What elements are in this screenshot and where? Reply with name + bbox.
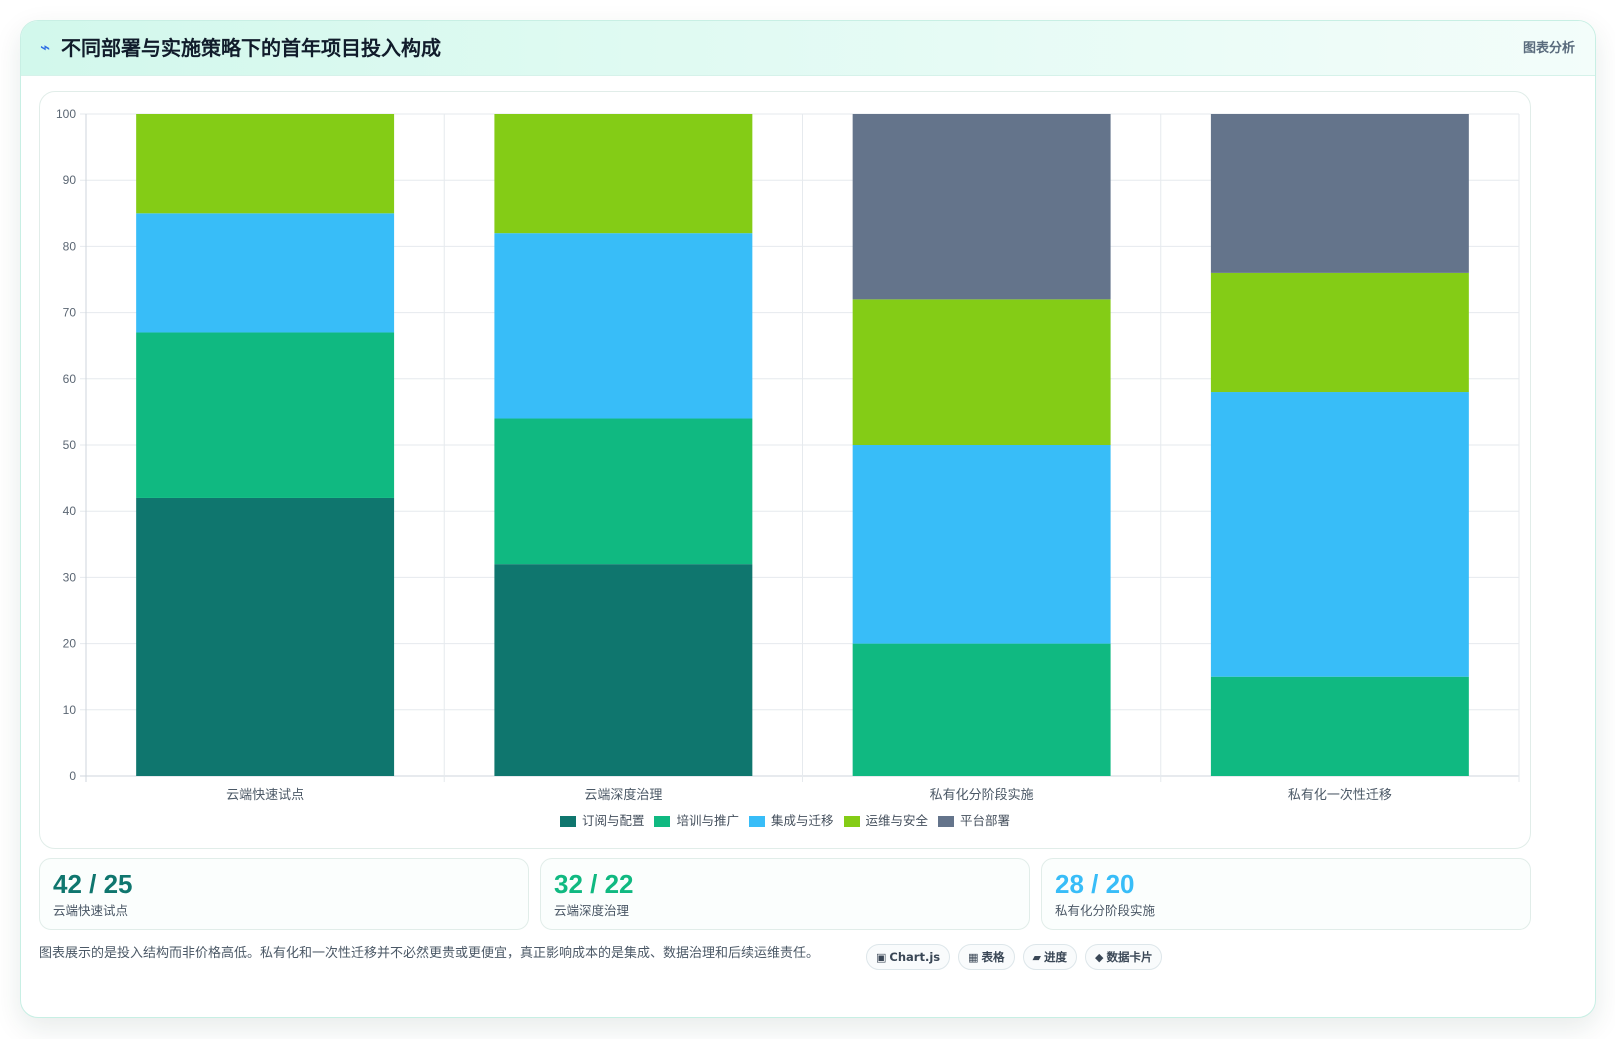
- pill-label: 进度: [1044, 950, 1067, 964]
- y-tick-label: 20: [63, 637, 77, 651]
- bar-segment: [136, 497, 395, 776]
- bar-segment: [852, 643, 1111, 776]
- y-tick-label: 10: [63, 703, 77, 717]
- legend-label: 集成与迁移: [770, 813, 834, 828]
- chart-spark-icon: ⌁: [40, 38, 51, 58]
- footer-note: 图表展示的是投入结构而非价格高低。私有化和一次性迁移并不必然更贵或更便宜，真正影…: [39, 946, 820, 961]
- progress-icon: ▰: [1032, 950, 1041, 964]
- y-tick-label: 80: [63, 239, 77, 253]
- stat-card-2: 32 / 22 云端深度治理: [540, 858, 1030, 930]
- stat-label: 云端快速试点: [53, 903, 129, 918]
- card-header: ⌁ 不同部署与实施策略下的首年项目投入构成 图表分析: [21, 21, 1595, 76]
- stat-label: 云端深度治理: [554, 903, 630, 918]
- stat-value: 42 / 25: [53, 869, 133, 899]
- chart-container: 0 10 20 30 40 50 60 70 80 90 100 云端快速试点 云端深度治理 私有化分阶段…: [39, 91, 1531, 849]
- legend-swatch: [843, 815, 860, 827]
- legend-item[interactable]: 培训与推广: [654, 812, 739, 830]
- chart-legend: 订阅与配置 培训与推广 集成与迁移 运维与安全 平台部署: [40, 812, 1530, 830]
- legend-swatch: [748, 815, 765, 827]
- legend-label: 培训与推广: [676, 813, 739, 828]
- bar-segment: [1210, 272, 1469, 393]
- y-tick-label: 50: [63, 438, 77, 452]
- stat-card-1: 42 / 25 云端快速试点: [39, 858, 529, 930]
- x-tick-label: 云端快速试点: [226, 788, 304, 803]
- bar-segment: [1210, 676, 1469, 776]
- bar-segment: [136, 114, 395, 214]
- legend-swatch: [559, 815, 576, 827]
- bar-segment: [852, 445, 1111, 644]
- legend-swatch: [654, 815, 671, 827]
- chart-analysis-tag[interactable]: 图表分析: [1522, 41, 1575, 56]
- pill-label: 表格: [981, 950, 1005, 964]
- bar-segment: [852, 299, 1111, 445]
- legend-item[interactable]: 集成与迁移: [748, 812, 834, 830]
- legend-item[interactable]: 运维与安全: [843, 812, 929, 830]
- y-tick-label: 90: [63, 173, 77, 187]
- legend-label: 平台部署: [960, 813, 1011, 828]
- legend-swatch: [938, 815, 955, 827]
- chart-card: ⌁ 不同部署与实施策略下的首年项目投入构成 图表分析 0 10 20 30 40 50 60…: [20, 20, 1596, 1018]
- bar-segment: [136, 213, 395, 333]
- x-tick-label: 云端深度治理: [584, 787, 662, 803]
- pill-label: Chart.js: [889, 950, 941, 964]
- x-tick-label: 私有化一次性迁移: [1288, 787, 1392, 803]
- stat-value: 32 / 22: [554, 869, 634, 899]
- y-tick-label: 30: [63, 570, 77, 584]
- data-card-icon: ◆: [1095, 950, 1104, 964]
- pill-data-card[interactable]: ◆ 数据卡片: [1085, 944, 1163, 970]
- bar-segment: [1210, 114, 1469, 273]
- y-tick-label: 100: [56, 107, 76, 121]
- bar-segment: [494, 114, 753, 234]
- x-tick-label: 私有化分阶段实施: [930, 788, 1034, 803]
- stacked-bar-chart: 0 10 20 30 40 50 60 70 80 90 100 云端快速试点 云端深度治理 私有化分阶段…: [56, 107, 1520, 803]
- legend-item[interactable]: 订阅与配置: [559, 812, 645, 830]
- y-tick-label: 40: [63, 504, 77, 518]
- bar-segment: [494, 564, 753, 776]
- legend-item[interactable]: 平台部署: [938, 812, 1010, 830]
- chartjs-icon: ▣: [876, 950, 887, 964]
- pill-label: 数据卡片: [1106, 950, 1153, 964]
- page-title: 不同部署与实施策略下的首年项目投入构成: [61, 36, 441, 60]
- bar-segment: [1210, 392, 1469, 677]
- legend-label: 订阅与配置: [581, 813, 645, 828]
- y-tick-label: 70: [63, 306, 77, 320]
- bar-segment: [852, 114, 1111, 300]
- table-icon: ▦: [968, 950, 979, 964]
- pill-table[interactable]: ▦ 表格: [958, 944, 1015, 970]
- bar-segment: [494, 233, 753, 419]
- y-tick-label: 0: [69, 769, 76, 783]
- legend-label: 运维与安全: [865, 813, 929, 828]
- stat-value: 28 / 20: [1055, 869, 1135, 899]
- bar-segment: [136, 332, 395, 498]
- bar-segment: [494, 418, 753, 565]
- stat-label: 私有化分阶段实施: [1055, 903, 1156, 918]
- feature-pills: ▣ Chart.js ▦ 表格 ▰ 进度 ◆ 数据卡片: [866, 944, 1163, 970]
- stat-card-3: 28 / 20 私有化分阶段实施: [1041, 858, 1531, 930]
- pill-chartjs[interactable]: ▣ Chart.js: [866, 944, 951, 970]
- pill-progress[interactable]: ▰ 进度: [1022, 944, 1077, 970]
- y-tick-label: 60: [63, 372, 77, 386]
